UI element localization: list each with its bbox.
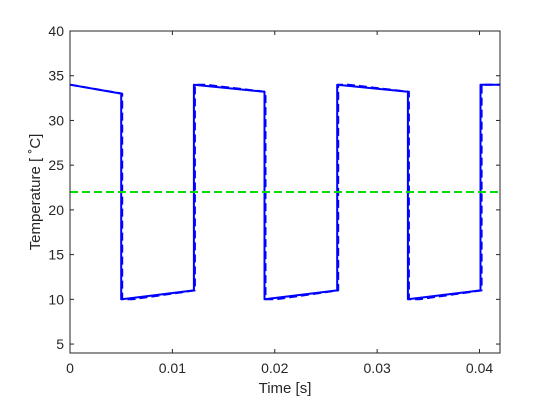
x-tick-label: 0.01 xyxy=(159,360,186,376)
series-layer xyxy=(69,83,500,301)
x-tick-label: 0.02 xyxy=(261,360,288,376)
y-tick-label: 15 xyxy=(48,247,64,263)
y-tick-label: 5 xyxy=(56,336,64,352)
y-tick-label: 40 xyxy=(48,23,64,39)
plot-frame xyxy=(69,30,501,354)
x-tick-label: 0.03 xyxy=(364,360,391,376)
x-axis-label: Time [s] xyxy=(259,380,312,397)
y-tick-label: 30 xyxy=(48,112,64,128)
y-axis-label: Temperature [ ˚C] xyxy=(27,134,44,251)
series-dashed-line xyxy=(69,83,500,301)
y-tick-label: 20 xyxy=(48,202,64,218)
y-tick-label: 25 xyxy=(48,157,64,173)
y-tick-label: 10 xyxy=(48,291,64,307)
x-tick-label: 0.04 xyxy=(466,360,493,376)
ticks-layer: 0 0.01 0.02 0.03 0.04 5 10 15 20 25 30 35 40 xyxy=(48,23,500,376)
x-tick-label: 0 xyxy=(66,360,74,376)
y-tick-label: 35 xyxy=(48,68,64,84)
